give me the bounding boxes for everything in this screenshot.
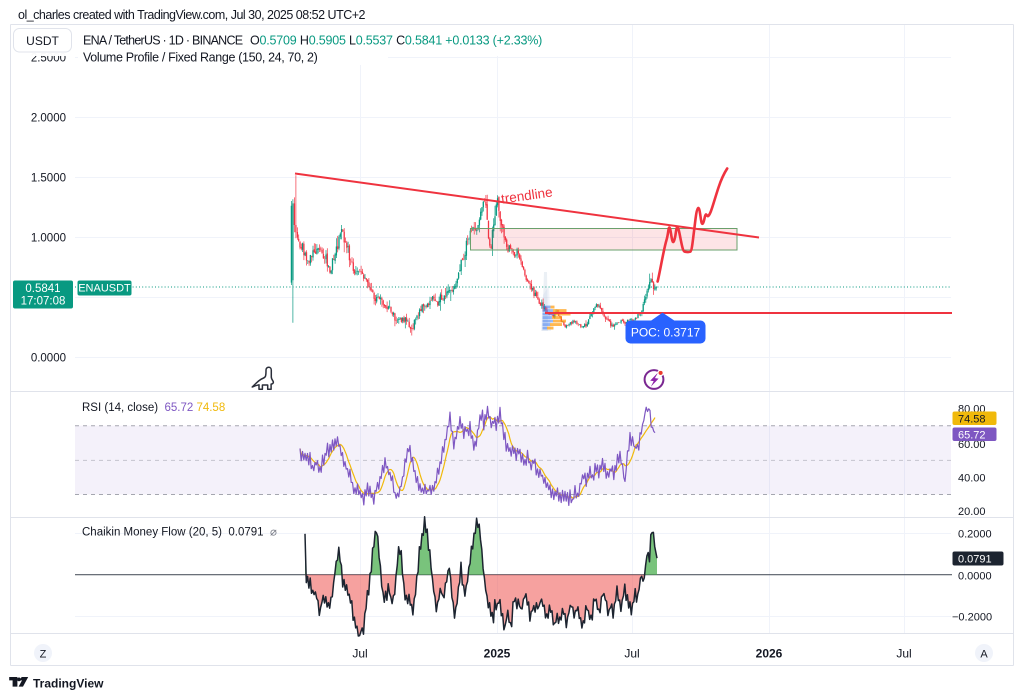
svg-text:1.5000: 1.5000 (31, 173, 66, 185)
svg-text:ol_charles created with Tradin: ol_charles created with TradingView.com,… (18, 8, 366, 22)
svg-text:USDT: USDT (26, 34, 59, 48)
svg-text:20.00: 20.00 (958, 506, 986, 518)
svg-text:Volume Profile / Fixed Range (: Volume Profile / Fixed Range (150, 24, 7… (83, 51, 318, 65)
svg-text:ENAUSDT: ENAUSDT (78, 283, 131, 295)
svg-text:trendline: trendline (500, 184, 553, 206)
svg-text:2026: 2026 (756, 647, 783, 661)
svg-text:17:07:08: 17:07:08 (21, 296, 66, 308)
svg-text:0.0000: 0.0000 (31, 353, 66, 365)
svg-text:ENA / TetherUS · 1D · BINANCE: ENA / TetherUS · 1D · BINANCE (83, 34, 243, 48)
svg-text:Jul: Jul (352, 647, 367, 661)
svg-text:RSI (14, close) 65.72 74.58: RSI (14, close) 65.72 74.58 (82, 402, 225, 414)
svg-text:TradingView: TradingView (33, 677, 104, 691)
svg-text:Z: Z (40, 649, 47, 661)
svg-text:60.00: 60.00 (958, 439, 986, 451)
svg-text:0.2000: 0.2000 (958, 528, 992, 540)
svg-text:1.0000: 1.0000 (31, 233, 66, 245)
svg-text:0.0000: 0.0000 (958, 570, 992, 582)
svg-text:40.00: 40.00 (958, 472, 986, 484)
svg-text:O0.5709 H0.5905 L0.5537 C0.: O0.5709 H0.5905 L0.5537 C0.5841 +0.0133 … (250, 34, 542, 48)
svg-text:POC: 0.3717: POC: 0.3717 (631, 326, 701, 340)
svg-text:Jul: Jul (896, 647, 911, 661)
svg-text:0.0791: 0.0791 (958, 554, 992, 566)
svg-text:−0.2000: −0.2000 (952, 612, 992, 624)
svg-text:65.72: 65.72 (958, 429, 986, 441)
svg-text:2.0000: 2.0000 (31, 113, 66, 125)
svg-text:A: A (980, 649, 988, 661)
svg-text:Chaikin Money Flow (20, 5) 0.: Chaikin Money Flow (20, 5) 0.0791 ⌀ (82, 527, 277, 539)
svg-text:0.5841: 0.5841 (25, 283, 60, 295)
svg-text:Jul: Jul (624, 647, 639, 661)
svg-text:2025: 2025 (484, 647, 511, 661)
svg-text:74.58: 74.58 (958, 413, 986, 425)
